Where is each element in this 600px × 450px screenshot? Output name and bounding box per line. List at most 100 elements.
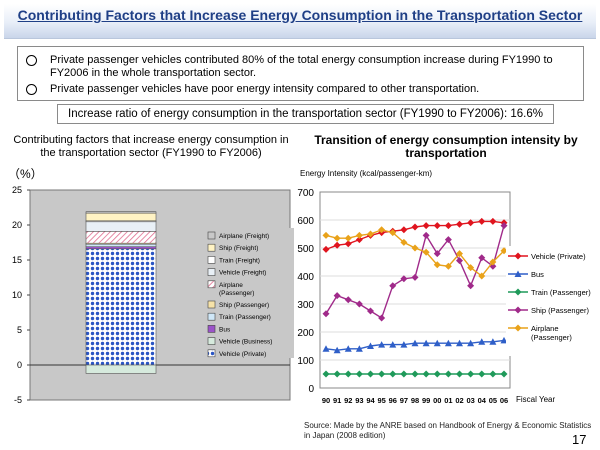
series-group [322, 226, 508, 280]
circle-bullet-icon [26, 55, 37, 66]
legend-label: Vehicle (Private) [219, 351, 266, 358]
legend-label: Vehicle (Business) [219, 339, 272, 346]
data-point [400, 238, 408, 246]
data-point [333, 241, 341, 249]
x-tick-label: 94 [366, 396, 375, 405]
legend-swatch [207, 243, 216, 252]
data-point [389, 282, 397, 290]
right-chart-title: Transition of energy consumption intensi… [314, 133, 578, 160]
y-tick-label: 100 [297, 356, 314, 367]
data-point [344, 296, 352, 304]
data-point [378, 226, 386, 234]
data-point [422, 248, 430, 256]
data-point [444, 339, 452, 347]
data-point [514, 288, 522, 296]
data-point [367, 307, 374, 315]
data-point [355, 345, 363, 352]
data-point [433, 250, 441, 258]
data-point [367, 230, 374, 238]
data-point [478, 370, 486, 378]
title-band [4, 4, 596, 39]
data-point [500, 222, 508, 230]
data-point [500, 370, 508, 378]
data-point [433, 222, 441, 230]
x-tick-label: 93 [355, 396, 363, 405]
data-point [456, 220, 463, 228]
bar-segment [85, 212, 157, 222]
bullet-text: Private passenger vehicles have poor ene… [50, 83, 480, 95]
data-point [514, 252, 522, 260]
data-point [433, 261, 441, 269]
data-point [400, 341, 408, 348]
legend-label: Train (Passenger) [531, 288, 591, 297]
data-point [444, 236, 452, 244]
data-point [467, 339, 475, 347]
data-point [367, 370, 374, 378]
data-point [489, 217, 497, 225]
data-point [444, 262, 452, 270]
data-point [322, 231, 330, 239]
legend-label: Bus [219, 326, 231, 333]
data-point [467, 219, 475, 227]
legend-box [204, 228, 294, 358]
data-point [489, 258, 497, 266]
legend-label: Bus [531, 270, 544, 279]
legend-swatch [207, 231, 216, 240]
legend-label: Vehicle (Freight) [219, 270, 266, 277]
y-tick-label: 0 [17, 360, 22, 370]
series-group [322, 370, 508, 378]
data-point [367, 342, 374, 349]
data-point [500, 247, 508, 255]
y-tick-label: 0 [308, 384, 314, 395]
data-point [456, 257, 463, 265]
data-point [411, 273, 419, 281]
data-point [322, 310, 330, 318]
x-tick-label: 04 [478, 396, 487, 405]
data-point [344, 234, 352, 242]
y-tick-label: 300 [297, 300, 314, 311]
series-group [322, 222, 508, 322]
source-note: Source: Made by the ANRE based on Handbo… [304, 421, 592, 440]
data-point [514, 324, 522, 332]
data-point [333, 234, 341, 242]
legend-swatch [207, 349, 216, 358]
legend-label: Ship (Freight) [219, 245, 258, 252]
data-point [389, 341, 397, 348]
legend-swatch [207, 325, 216, 333]
data-point [422, 370, 430, 378]
data-point [500, 336, 508, 344]
data-point [322, 345, 330, 352]
series-group [322, 336, 508, 354]
x-tick-label: 95 [377, 396, 385, 405]
legend-label: Airplane [531, 324, 559, 333]
data-point [322, 245, 330, 253]
x-tick-label: 91 [333, 396, 341, 405]
data-point [333, 346, 341, 354]
data-point [378, 341, 386, 348]
y-tick-label: 5 [17, 325, 22, 335]
bullet-text: Private passenger vehicles contributed 8… [50, 54, 553, 79]
legend-swatch [207, 312, 216, 321]
data-point [467, 370, 475, 378]
data-point [400, 275, 408, 283]
data-point [411, 339, 419, 347]
legend-label: Ship (Passenger) [531, 306, 589, 315]
y-tick-label: 500 [297, 244, 314, 255]
data-point [444, 222, 452, 230]
x-tick-label: 06 [500, 396, 508, 405]
data-point [344, 345, 352, 352]
y-tick-label: 600 [297, 216, 314, 227]
data-point [478, 217, 486, 225]
bar-segment [85, 364, 157, 374]
y-axis-label: （%） [8, 167, 43, 181]
bar-segment [85, 246, 157, 250]
summary-box: Private passenger vehicles contributed 8… [17, 46, 584, 101]
data-point [467, 264, 475, 272]
data-point [411, 244, 419, 252]
x-tick-label: 99 [422, 396, 430, 405]
legend-label: Airplane (Freight) [219, 233, 269, 240]
data-point [456, 339, 463, 347]
data-point [333, 370, 341, 378]
data-point [322, 370, 330, 378]
y-tick-label: 20 [12, 220, 22, 230]
